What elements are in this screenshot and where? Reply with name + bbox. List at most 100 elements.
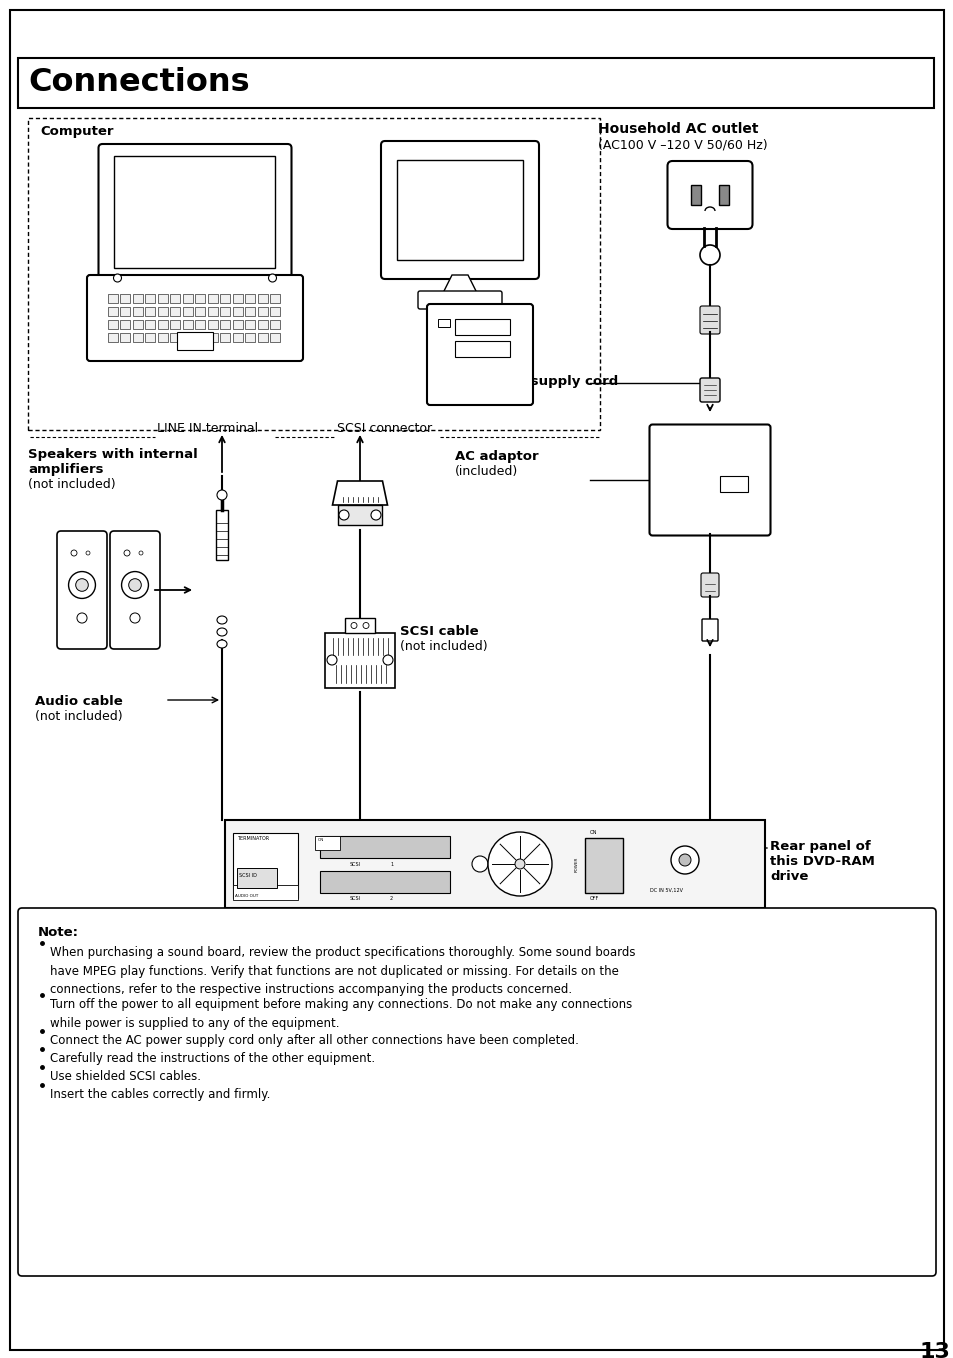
Text: (not included): (not included) (399, 640, 487, 653)
Bar (337, 505, 381, 526)
Ellipse shape (216, 640, 227, 648)
Text: Note:: Note: (38, 926, 79, 938)
Bar (171, 333, 180, 342)
Bar (114, 156, 275, 268)
Circle shape (327, 655, 336, 665)
Text: OFF: OFF (589, 896, 598, 900)
Text: 2: 2 (390, 896, 393, 900)
Bar (220, 320, 231, 329)
Bar (271, 307, 280, 316)
FancyBboxPatch shape (700, 378, 720, 402)
Bar (455, 319, 510, 335)
FancyBboxPatch shape (87, 276, 303, 361)
Circle shape (679, 854, 690, 866)
Bar (132, 307, 143, 316)
Ellipse shape (216, 627, 227, 636)
Text: amplifiers: amplifiers (28, 463, 103, 477)
Bar (257, 320, 268, 329)
Bar (195, 320, 205, 329)
Text: (included): (included) (455, 390, 517, 403)
FancyBboxPatch shape (110, 531, 160, 649)
Bar (720, 477, 747, 492)
Bar (396, 160, 522, 259)
Circle shape (113, 274, 121, 282)
Circle shape (216, 490, 227, 500)
Bar (171, 320, 180, 329)
Bar (271, 293, 280, 303)
Bar (120, 333, 131, 342)
Text: TERMINATOR: TERMINATOR (236, 837, 269, 841)
FancyBboxPatch shape (98, 144, 292, 282)
Bar (233, 885, 297, 900)
Text: Household AC outlet: Household AC outlet (598, 122, 758, 136)
Bar (233, 307, 243, 316)
Text: Connections: Connections (28, 67, 250, 98)
FancyBboxPatch shape (18, 909, 935, 1277)
Text: When purchasing a sound board, review the product specifications thoroughly. Som: When purchasing a sound board, review th… (50, 947, 635, 995)
Circle shape (382, 655, 393, 665)
Bar (195, 293, 205, 303)
FancyBboxPatch shape (701, 619, 718, 641)
Text: AUDIO OUT: AUDIO OUT (234, 894, 258, 898)
Bar (183, 307, 193, 316)
Bar (108, 320, 118, 329)
Bar (233, 832, 297, 898)
Bar (183, 320, 193, 329)
Text: 1: 1 (390, 862, 393, 866)
FancyBboxPatch shape (700, 306, 720, 334)
Text: ON: ON (589, 830, 597, 835)
Bar (271, 320, 280, 329)
Circle shape (139, 551, 143, 555)
Polygon shape (333, 481, 387, 505)
Bar (245, 333, 255, 342)
FancyBboxPatch shape (427, 304, 533, 405)
Bar (345, 618, 375, 633)
Text: 13: 13 (919, 1342, 950, 1358)
Polygon shape (441, 276, 477, 295)
FancyBboxPatch shape (667, 162, 752, 230)
Text: Use shielded SCSI cables.: Use shielded SCSI cables. (50, 1070, 201, 1082)
FancyBboxPatch shape (417, 291, 501, 310)
Bar (183, 333, 193, 342)
Bar (245, 307, 255, 316)
Text: Computer: Computer (40, 125, 113, 139)
Circle shape (124, 550, 130, 555)
Bar (233, 293, 243, 303)
Bar (319, 870, 450, 894)
Text: SCSI: SCSI (350, 896, 361, 900)
Text: SCSI cable: SCSI cable (399, 625, 478, 638)
Circle shape (86, 551, 90, 555)
Bar (158, 293, 168, 303)
Text: (included): (included) (455, 464, 517, 478)
Text: SCSI ID: SCSI ID (239, 873, 256, 879)
Text: Audio cable: Audio cable (35, 695, 123, 708)
Bar (28, 118, 599, 430)
Text: drive: drive (769, 870, 807, 883)
Bar (314, 837, 339, 850)
Text: Connect the AC power supply cord only after all other connections have been comp: Connect the AC power supply cord only af… (50, 1033, 578, 1047)
Text: (not included): (not included) (28, 478, 115, 492)
Bar (220, 333, 231, 342)
Text: AC power supply cord: AC power supply cord (455, 375, 618, 388)
Bar (455, 341, 510, 357)
Bar (158, 307, 168, 316)
FancyBboxPatch shape (57, 531, 107, 649)
Circle shape (338, 511, 349, 520)
Circle shape (69, 572, 95, 599)
Bar (195, 333, 205, 342)
Bar (257, 307, 268, 316)
Text: (AC100 V –120 V 50/60 Hz): (AC100 V –120 V 50/60 Hz) (598, 139, 767, 151)
Bar (171, 293, 180, 303)
Bar (146, 293, 155, 303)
Bar (719, 185, 728, 205)
Text: this DVD-RAM: this DVD-RAM (769, 856, 874, 868)
Text: LINE IN terminal: LINE IN terminal (157, 422, 258, 435)
Bar (108, 333, 118, 342)
Bar (177, 331, 213, 350)
Bar (257, 293, 268, 303)
Ellipse shape (216, 617, 227, 623)
Bar (225, 820, 764, 909)
Circle shape (71, 550, 77, 555)
Bar (18, 58, 933, 109)
FancyBboxPatch shape (649, 425, 770, 535)
